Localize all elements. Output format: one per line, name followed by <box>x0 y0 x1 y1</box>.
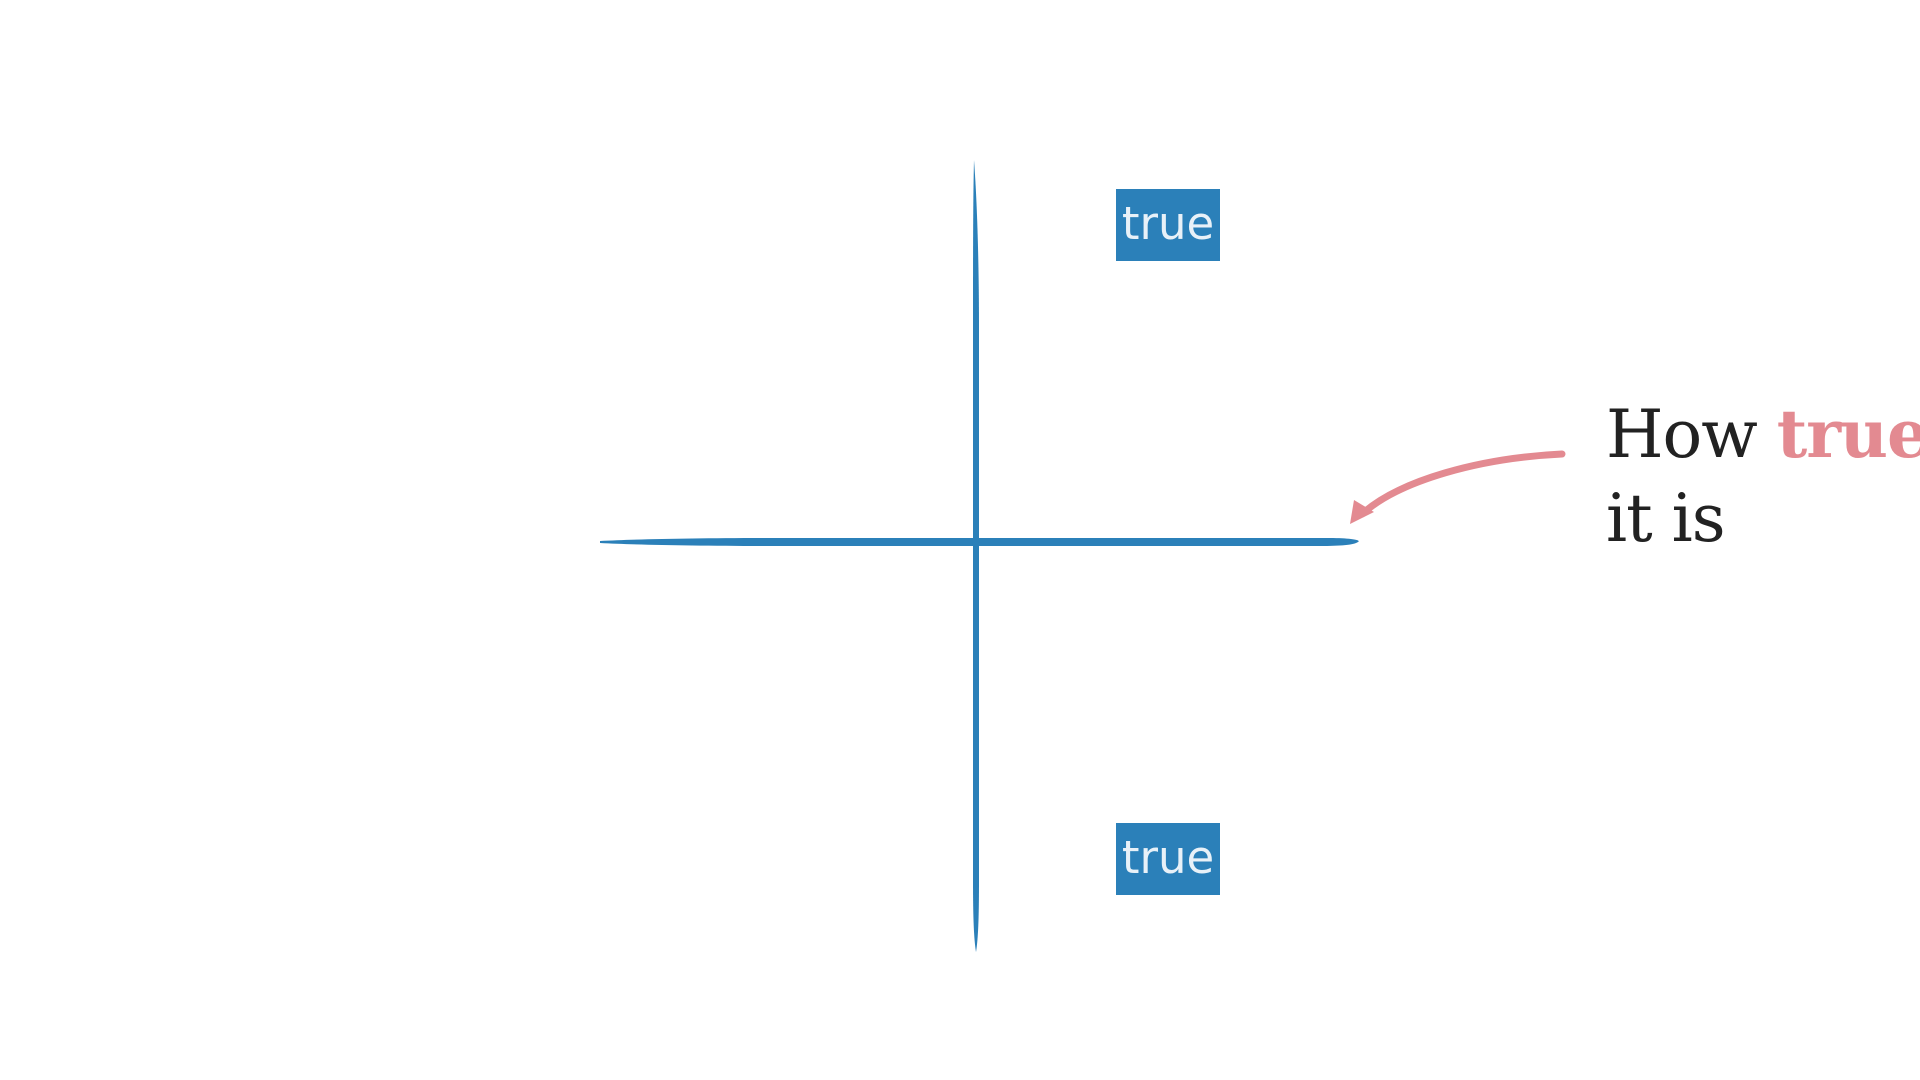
vertical-axis <box>973 160 979 952</box>
annotation-true-emphasis: true <box>1776 395 1920 473</box>
arrow-head-icon <box>1350 500 1374 524</box>
annotation-line-1: How true <box>1606 392 1920 477</box>
annotation-text: How true it is <box>1606 392 1920 561</box>
annotation-how: How <box>1606 396 1758 473</box>
curved-arrow-icon <box>1358 450 1566 518</box>
true-tag-bottom-label: true <box>1121 830 1215 884</box>
true-tag-bottom: true <box>1116 823 1220 895</box>
annotation-line-2: it is <box>1606 480 1726 557</box>
true-tag-top: true <box>1116 189 1220 261</box>
true-tag-top-label: true <box>1121 196 1215 250</box>
horizontal-axis <box>600 538 1359 546</box>
